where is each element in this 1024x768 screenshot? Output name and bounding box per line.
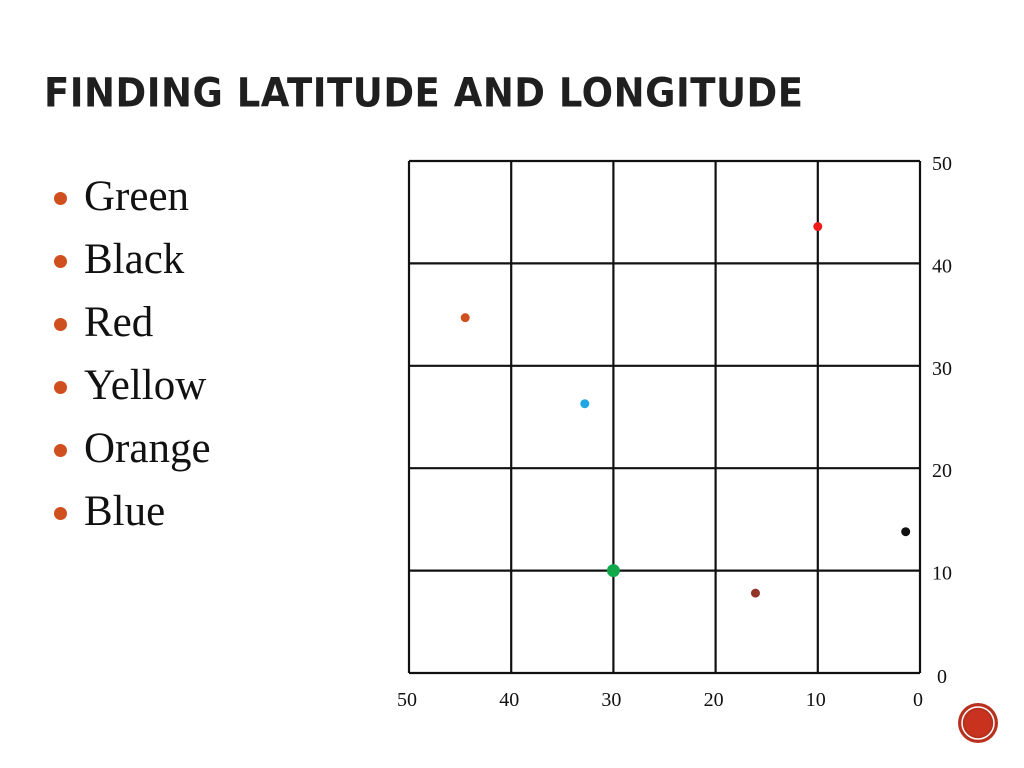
green-point (606, 564, 620, 578)
grid-lines (407, 159, 922, 675)
bullet-item-yellow: Yellow (52, 357, 211, 420)
logo-icon (958, 703, 998, 743)
bullet-item-green: Green (52, 168, 211, 231)
logo-divider-ring (961, 706, 995, 740)
longitude-tick-label: 10 (806, 689, 826, 711)
red-point (813, 222, 823, 232)
longitude-axis: 50 40 30 20 10 0 (397, 689, 923, 711)
latitude-tick-label: 50 (932, 153, 952, 175)
longitude-tick-label: 30 (601, 689, 621, 711)
blue-point (580, 399, 590, 409)
orange-point (460, 313, 470, 323)
longitude-tick-label: 40 (499, 689, 519, 711)
grid-points (460, 222, 911, 598)
black-point (901, 527, 911, 537)
longitude-tick-label: 50 (397, 689, 417, 711)
logo-center (965, 710, 991, 736)
longitude-tick-label: 20 (704, 689, 724, 711)
latitude-tick-label: 40 (932, 255, 952, 277)
latitude-tick-label: 10 (932, 563, 952, 585)
brown-point (750, 588, 760, 598)
latitude-tick-label: 20 (932, 460, 952, 482)
bullet-list: Green Black Red Yellow Orange Blue (52, 168, 211, 546)
latitude-tick-label: 30 (932, 358, 952, 380)
longitude-tick-label: 0 (913, 689, 923, 711)
slide-title: FINDING LATITUDE AND LONGITUDE (44, 70, 804, 117)
latitude-axis: 50 40 30 20 10 0 (932, 153, 952, 688)
latitude-tick-label: 0 (937, 666, 947, 688)
bullet-item-red: Red (52, 294, 211, 357)
bullet-item-black: Black (52, 231, 211, 294)
bullet-item-blue: Blue (52, 483, 211, 546)
bullet-item-orange: Orange (52, 420, 211, 483)
